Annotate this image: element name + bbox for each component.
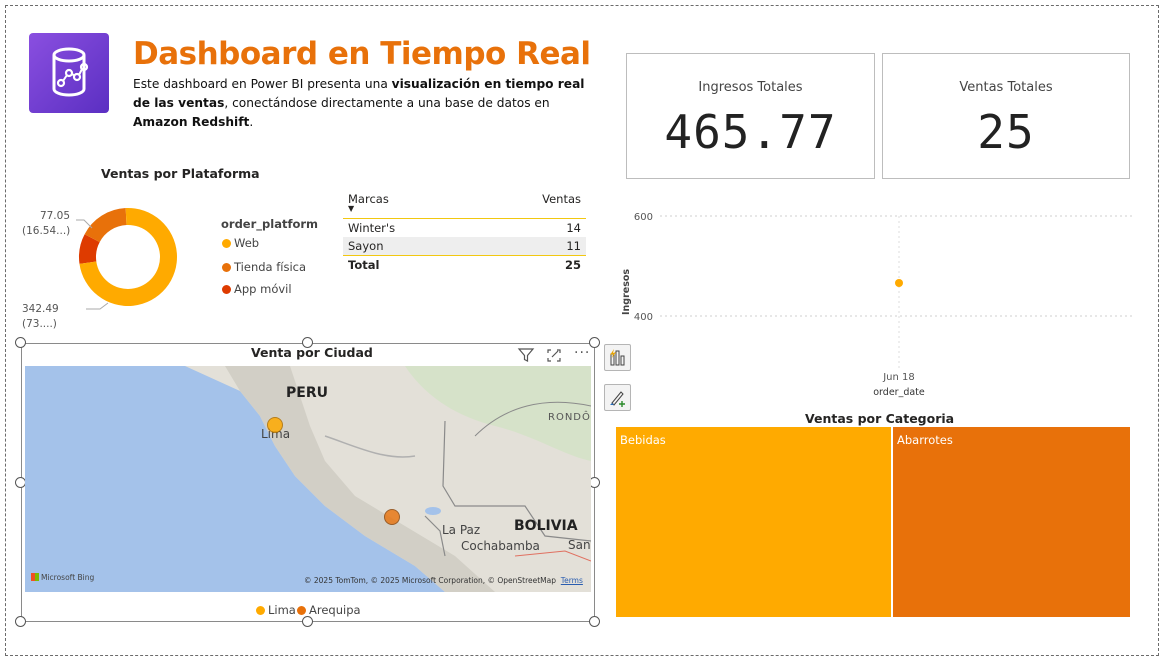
x-tick-label: Jun 18 — [882, 372, 915, 383]
donut-label-web: 342.49 (73....) — [22, 303, 59, 330]
y-axis-title: Ingresos — [621, 269, 632, 315]
focus-mode-icon[interactable] — [546, 348, 562, 363]
legend-item-web[interactable]: Web — [222, 236, 259, 250]
kpi-value: 25 — [977, 105, 1035, 159]
col-header-sales[interactable]: Ventas — [542, 192, 581, 206]
legend-dot — [222, 239, 231, 248]
bing-logo: Microsoft Bing — [31, 573, 94, 582]
map-label-rondon: RONDÔN — [548, 412, 591, 423]
legend-item-app[interactable]: App móvil — [222, 282, 292, 296]
donut-slice-tienda-f-sica[interactable] — [82, 208, 130, 244]
donut-slice-web[interactable] — [73, 202, 184, 312]
map-legend-lima[interactable]: Lima — [256, 603, 296, 617]
resize-handle[interactable] — [589, 337, 600, 348]
map-legend-arequipa[interactable]: Arequipa — [297, 603, 361, 617]
y-tick-label: 400 — [634, 312, 653, 323]
kpi-label: Ingresos Totales — [698, 80, 803, 95]
treemap-title: Ventas por Categoria — [805, 411, 955, 426]
legend-dot — [222, 285, 231, 294]
map-label-peru: PERU — [286, 385, 328, 401]
map-label-cochabamba: Cochabamba — [461, 539, 540, 553]
col-header-brand[interactable]: Marcas ▼ — [343, 189, 474, 219]
table-row[interactable]: Sayon 11 — [343, 237, 586, 256]
map-title: Venta por Ciudad — [251, 345, 373, 360]
donut-label-tienda: 77.05 (16.54...) — [22, 210, 71, 237]
redshift-logo — [29, 33, 109, 113]
donut-legend-title: order_platform — [221, 217, 319, 231]
map-bubble-lima[interactable] — [267, 417, 283, 433]
page-title: Dashboard en Tiempo Real — [133, 36, 591, 72]
kpi-card-ventas[interactable]: Ventas Totales 25 — [882, 53, 1130, 179]
map-terrain — [185, 366, 591, 592]
legend-item-tienda[interactable]: Tienda física — [222, 260, 306, 274]
build-visual-button[interactable] — [604, 344, 631, 371]
kpi-label: Ventas Totales — [959, 80, 1053, 95]
filter-icon[interactable] — [517, 347, 535, 363]
x-axis-title: order_date — [873, 387, 925, 398]
y-tick-label: 600 — [634, 212, 653, 223]
more-options-icon[interactable]: ··· — [574, 345, 591, 361]
resize-handle[interactable] — [589, 616, 600, 627]
map-label-santa-cruz: Sant — [568, 538, 591, 552]
map-canvas[interactable]: PERU BOLIVIA RONDÔN Lima La Paz Cochabam… — [25, 366, 591, 592]
treemap-cell-abarrotes[interactable]: Abarrotes — [893, 427, 1130, 617]
paintbrush-icon — [610, 391, 625, 407]
donut-title: Ventas por Plataforma — [101, 166, 260, 181]
format-visual-button[interactable] — [604, 384, 631, 411]
brands-table[interactable]: Marcas ▼ Ventas Winter's 14 Sayon 11 Total 2… — [343, 189, 586, 274]
map-label-bolivia: BOLIVIA — [514, 518, 578, 534]
ingresos-scatter-chart[interactable]: 600 400 Ingresos Jun 18 order_date — [615, 200, 1140, 400]
donut-slice-app-m-vil[interactable] — [75, 232, 102, 264]
data-point[interactable] — [895, 279, 903, 287]
treemap-cell-bebidas[interactable]: Bebidas — [616, 427, 891, 617]
map-bubble-arequipa[interactable] — [384, 509, 400, 525]
resize-handle[interactable] — [15, 616, 26, 627]
resize-handle[interactable] — [302, 337, 313, 348]
map-label-la-paz: La Paz — [442, 523, 481, 537]
database-chart-icon — [52, 47, 89, 97]
sort-desc-icon[interactable]: ▼ — [348, 204, 355, 213]
bar-chart-icon — [610, 349, 625, 366]
table-total-row: Total 25 — [343, 255, 586, 274]
kpi-card-ingresos[interactable]: Ingresos Totales 465.77 — [626, 53, 875, 179]
map-attribution: © 2025 TomTom, © 2025 Microsoft Corporat… — [304, 576, 583, 585]
page-description: Este dashboard en Power BI presenta una … — [133, 77, 585, 129]
resize-handle[interactable] — [15, 337, 26, 348]
donut-chart[interactable] — [20, 195, 210, 325]
resize-handle[interactable] — [302, 616, 313, 627]
terms-link[interactable]: Terms — [560, 576, 583, 585]
table-row[interactable]: Winter's 14 — [348, 221, 581, 235]
legend-dot — [222, 263, 231, 272]
kpi-value: 465.77 — [664, 105, 837, 159]
